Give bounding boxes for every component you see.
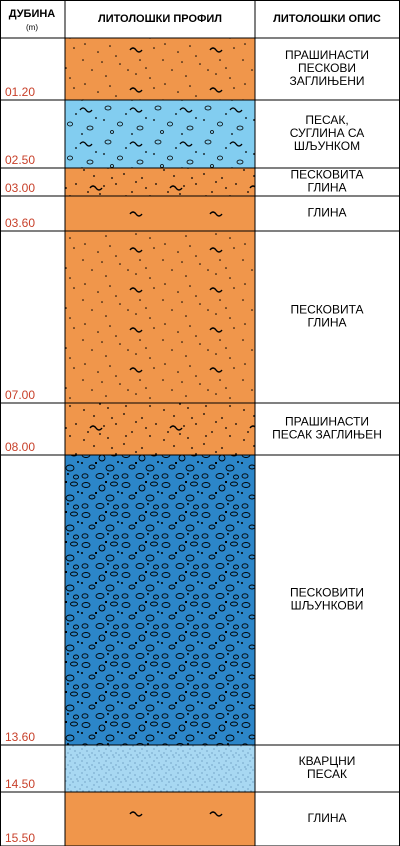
depth-label: 02.50 bbox=[5, 153, 35, 167]
layer-description: ПЕСАК bbox=[307, 767, 347, 781]
layer-description: ПЕСКОВИТА bbox=[290, 303, 363, 317]
layer-description: ПЕСАК ЗАГЛИЊЕН bbox=[272, 428, 382, 442]
layer-description: СУГЛИНА СА bbox=[290, 126, 365, 140]
layer-description: ГЛИНА bbox=[308, 206, 347, 220]
lithology-layer bbox=[65, 168, 255, 196]
layer-description: ШЉУНКОВИ bbox=[291, 599, 364, 613]
layer-description: ГЛИНА bbox=[308, 316, 347, 330]
layer-description: ПЕСКОВИТА bbox=[290, 168, 363, 182]
layer-description: ПЕСКОВИ bbox=[298, 61, 356, 75]
lithology-layer bbox=[65, 455, 255, 745]
header-unit: (m) bbox=[26, 23, 38, 32]
lithology-layer bbox=[65, 100, 255, 168]
layer-description: ПРАШИНАСТИ bbox=[285, 48, 369, 62]
header-depth: ДУБИНА bbox=[9, 8, 56, 20]
depth-label: 13.60 bbox=[5, 730, 35, 744]
lithology-layer bbox=[65, 231, 255, 403]
lithology-layer bbox=[65, 403, 255, 455]
header-profile: ЛИТОЛОШКИ ПРОФИЛ bbox=[98, 13, 222, 25]
lithology-layer bbox=[65, 38, 255, 100]
depth-label: 08.00 bbox=[5, 440, 35, 454]
layer-description: ШЉУНКОМ bbox=[294, 139, 360, 153]
layer-description: ПЕСАК, bbox=[305, 113, 348, 127]
layer-description: ГЛИНА bbox=[308, 181, 347, 195]
depth-label: 03.00 bbox=[5, 181, 35, 195]
depth-label: 01.20 bbox=[5, 85, 35, 99]
depth-label: 14.50 bbox=[5, 777, 35, 791]
lithology-layer bbox=[65, 196, 255, 231]
layer-description: ПРАШИНАСТИ bbox=[285, 415, 369, 429]
layer-description: ПЕСКОВИТИ bbox=[290, 586, 364, 600]
lithology-layer bbox=[65, 745, 255, 792]
depth-label: 15.50 bbox=[5, 831, 35, 845]
depth-label: 07.00 bbox=[5, 388, 35, 402]
layer-description: ЗАГЛИЊЕНИ bbox=[290, 74, 365, 88]
header-description: ЛИТОЛОШКИ ОПИС bbox=[273, 13, 381, 25]
lithology-layer bbox=[65, 792, 255, 846]
layer-description: ГЛИНА bbox=[308, 811, 347, 825]
depth-label: 03.60 bbox=[5, 216, 35, 230]
layer-description: КВАРЦНИ bbox=[299, 754, 356, 768]
